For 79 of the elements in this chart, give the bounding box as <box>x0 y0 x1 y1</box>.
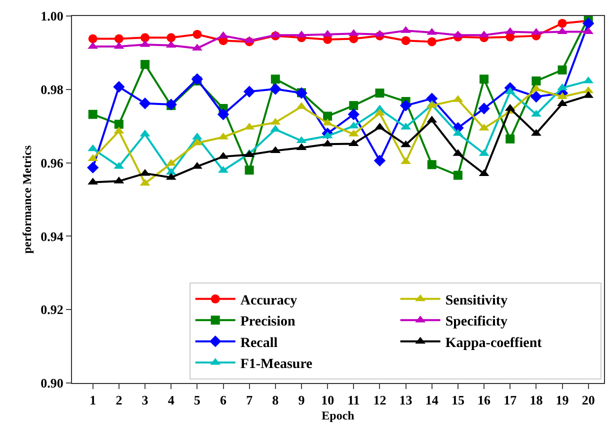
point <box>478 102 490 114</box>
legend-label: F1-Measure <box>240 356 312 372</box>
point <box>401 36 410 46</box>
point <box>558 18 567 28</box>
point <box>270 83 282 95</box>
point <box>166 33 176 42</box>
point <box>558 65 567 74</box>
x-tick-label: 18 <box>530 392 544 408</box>
y-tick-label: 1.00 <box>40 8 64 24</box>
point <box>139 98 151 110</box>
point <box>218 31 228 38</box>
point <box>530 90 542 103</box>
legend-label: Recall <box>240 336 278 351</box>
point <box>217 108 230 120</box>
point <box>531 128 542 136</box>
x-tick-label: 3 <box>142 392 149 408</box>
point <box>140 33 150 42</box>
y-tick-label: 0.96 <box>40 155 64 170</box>
x-tick-label: 8 <box>272 392 280 408</box>
y-tick-label: 0.98 <box>40 82 64 97</box>
point <box>87 162 99 174</box>
x-tick-label: 4 <box>168 392 175 408</box>
legend-label: Specificity <box>445 314 508 330</box>
point <box>349 101 358 110</box>
point <box>270 74 280 84</box>
x-tick-label: 17 <box>504 392 518 408</box>
x-tick-label: 10 <box>321 392 334 408</box>
x-tick-label: 13 <box>399 392 413 408</box>
point <box>165 98 177 110</box>
point <box>191 73 204 85</box>
point <box>192 30 202 39</box>
point <box>427 37 436 46</box>
x-tick-label: 7 <box>246 392 254 408</box>
point <box>557 83 568 90</box>
point <box>532 76 541 86</box>
legend-label: Sensitivity <box>445 293 508 308</box>
legend-label: Kappa-coeffient <box>445 336 542 351</box>
x-axis-title: Epoch <box>322 408 355 422</box>
point <box>400 100 412 112</box>
point <box>374 30 385 37</box>
point <box>557 27 568 34</box>
point <box>323 112 332 121</box>
legend-label: Accuracy <box>240 293 298 308</box>
point <box>114 120 124 129</box>
point <box>113 80 125 93</box>
x-tick-label: 5 <box>194 392 201 408</box>
point <box>480 74 489 84</box>
point <box>427 160 436 170</box>
point <box>140 60 150 69</box>
y-tick-label: 0.90 <box>40 376 64 391</box>
x-tick-label: 1 <box>90 392 96 408</box>
x-tick-label: 19 <box>556 392 570 408</box>
y-tick-label: 0.92 <box>40 302 64 318</box>
point <box>506 134 515 144</box>
x-tick-label: 2 <box>116 392 122 408</box>
point <box>374 108 385 116</box>
x-tick-label: 11 <box>348 392 360 408</box>
x-tick-label: 14 <box>425 392 439 408</box>
point <box>582 17 594 30</box>
point <box>531 110 542 117</box>
x-tick-label: 15 <box>451 392 465 408</box>
point <box>375 88 384 98</box>
point <box>88 110 98 119</box>
point <box>453 170 462 180</box>
x-tick-label: 16 <box>478 392 492 408</box>
point <box>400 140 411 148</box>
point <box>244 166 254 175</box>
point <box>114 34 124 44</box>
y-tick-label: 0.94 <box>40 228 64 244</box>
x-tick-label: 20 <box>582 392 595 408</box>
legend-label: Precision <box>240 314 296 330</box>
x-tick-label: 6 <box>220 392 227 408</box>
x-tick-label: 12 <box>373 392 386 408</box>
point <box>88 34 98 44</box>
point <box>348 108 360 120</box>
x-tick-label: 9 <box>298 392 306 408</box>
point <box>374 154 386 166</box>
point <box>243 86 256 98</box>
y-axis-title: performance Metrics <box>20 145 34 254</box>
